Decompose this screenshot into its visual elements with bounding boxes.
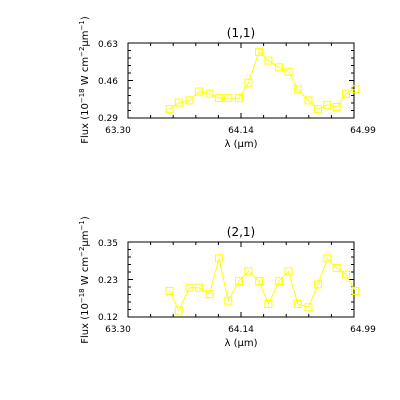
x-tick-label: 63.30	[105, 325, 131, 335]
data-point-marker	[293, 300, 302, 308]
data-point-marker	[165, 105, 174, 114]
tick-marks	[127, 42, 355, 119]
data-point-marker	[284, 67, 293, 76]
data-point-marker	[332, 264, 341, 273]
data-point-marker	[342, 89, 350, 98]
data-point-marker	[264, 300, 273, 308]
data-point-marker	[235, 94, 243, 103]
y-tick-label: 0.35	[98, 239, 118, 249]
data-point-marker	[205, 290, 214, 299]
data-point-marker	[304, 303, 313, 312]
data-point-marker	[342, 270, 350, 279]
data-point-marker	[332, 103, 341, 111]
y-tick-label: 0.23	[98, 276, 118, 286]
data-point-marker	[304, 96, 313, 105]
x-tick-label: 64.99	[350, 126, 376, 136]
plot-frame	[127, 42, 355, 119]
data-point-marker	[255, 47, 264, 56]
panel-title: (2,1)	[227, 225, 255, 239]
panel-2-1: (2,1) 63.30 64.14 64.99 0.12 0.23 0.35 λ…	[78, 216, 376, 349]
data-point-marker	[244, 267, 253, 276]
data-point-marker	[255, 277, 264, 286]
series-flux	[165, 47, 360, 114]
panel-1-1: (1,1) 63.30 64.14 64.99 0.29 0.46 0.63 λ…	[78, 16, 376, 150]
data-point-marker	[284, 267, 293, 276]
data-point-marker	[214, 254, 223, 263]
x-tick-label: 64.14	[228, 126, 254, 136]
data-point-marker	[313, 280, 322, 289]
data-point-marker	[235, 277, 243, 286]
y-tick-label: 0.46	[98, 77, 118, 87]
data-point-marker	[351, 85, 360, 94]
data-point-marker	[165, 286, 174, 295]
data-point-marker	[275, 277, 284, 286]
data-point-marker	[323, 100, 332, 109]
data-point-marker	[174, 306, 183, 315]
y-tick-label: 0.63	[98, 40, 118, 50]
y-axis-label: Flux (10−18 W cm−2μm−1)	[78, 16, 91, 144]
panel-title: (1,1)	[227, 26, 255, 40]
data-point-marker	[174, 98, 183, 107]
y-tick-label: 0.29	[98, 114, 118, 124]
x-tick-label: 64.99	[350, 325, 376, 335]
x-axis-label: λ (μm)	[224, 338, 257, 349]
series-flux	[165, 254, 360, 315]
data-point-marker	[351, 286, 360, 295]
data-point-marker	[313, 105, 322, 114]
data-point-marker	[185, 96, 194, 105]
data-point-marker	[205, 89, 214, 98]
data-point-marker	[224, 296, 233, 305]
data-point-marker	[224, 94, 233, 103]
x-tick-label: 64.14	[228, 325, 254, 335]
data-point-marker	[244, 78, 253, 87]
y-tick-label: 0.12	[98, 313, 118, 323]
series-line	[169, 257, 356, 312]
data-point-marker	[264, 56, 273, 65]
x-tick-label: 63.30	[105, 126, 131, 136]
data-point-marker	[275, 63, 284, 72]
data-point-marker	[194, 283, 203, 292]
data-point-marker	[214, 94, 223, 103]
data-point-marker	[194, 87, 203, 96]
series-line	[169, 50, 356, 110]
data-point-marker	[323, 254, 332, 263]
y-axis-label: Flux (10−18 W cm−2μm−1)	[78, 216, 91, 344]
data-point-marker	[293, 85, 302, 94]
x-axis-label: λ (μm)	[224, 139, 257, 150]
data-point-marker	[185, 283, 194, 292]
